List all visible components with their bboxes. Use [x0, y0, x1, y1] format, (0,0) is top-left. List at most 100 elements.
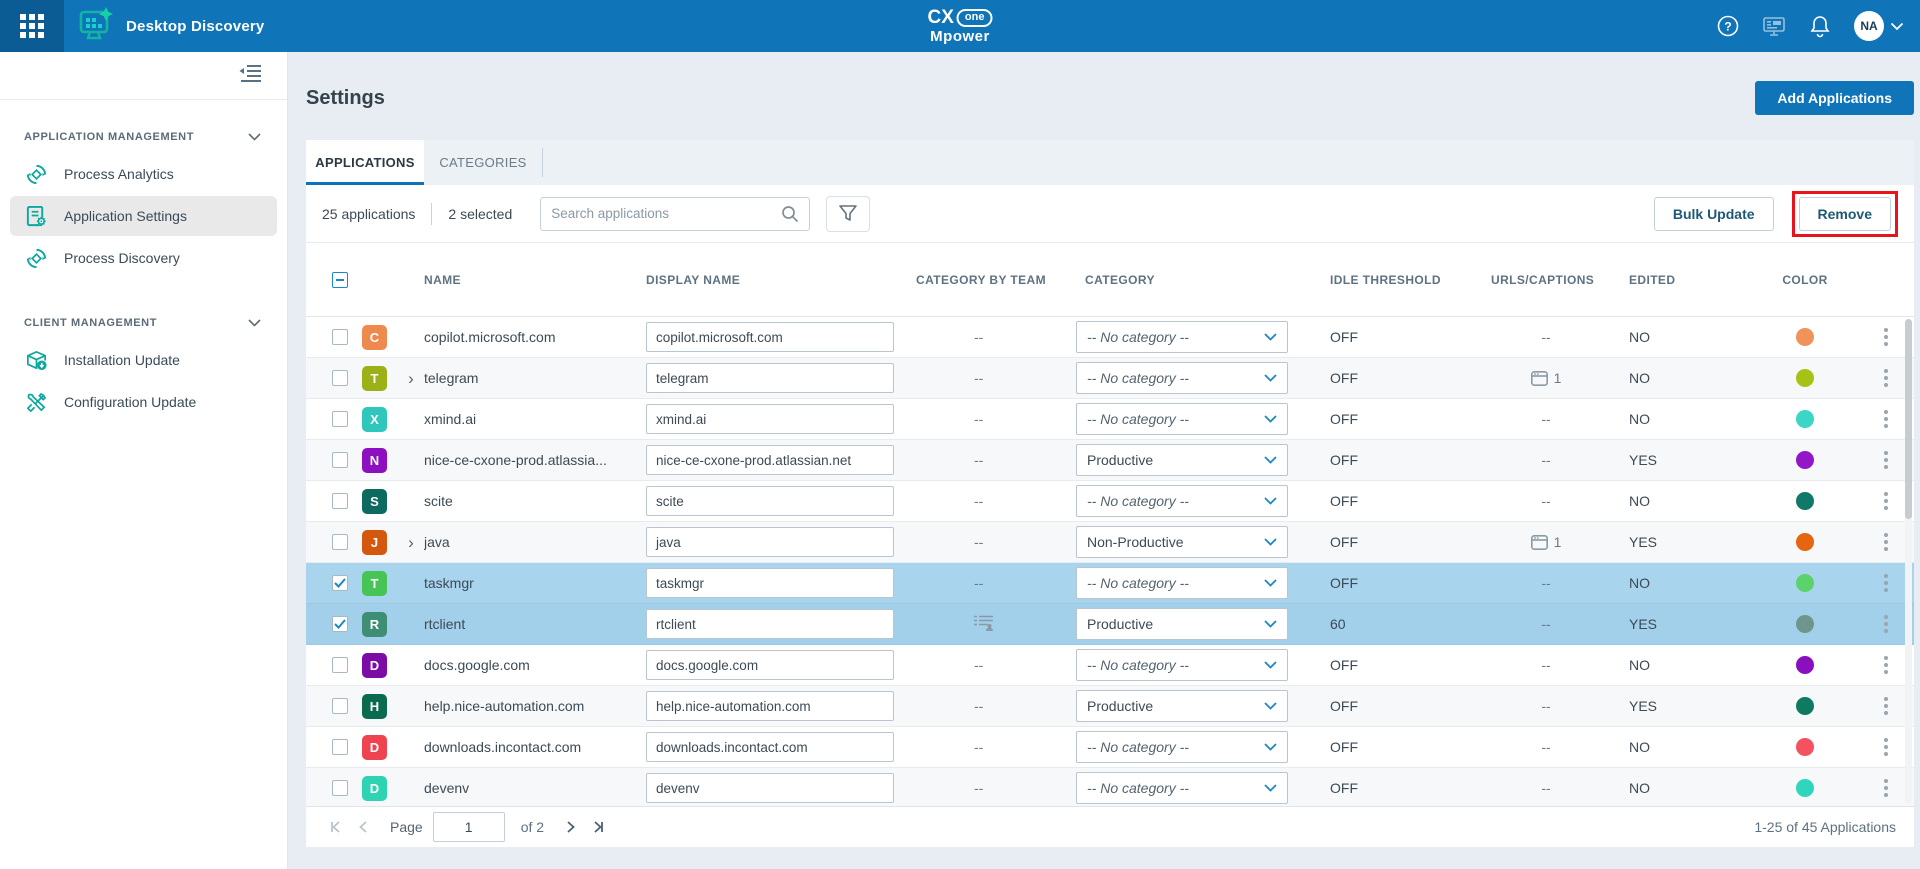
- row-checkbox[interactable]: [332, 493, 348, 509]
- column-header-display-name[interactable]: DISPLAY NAME: [646, 272, 741, 287]
- row-checkbox[interactable]: [332, 452, 348, 468]
- category-dropdown[interactable]: -- No category --: [1076, 649, 1288, 681]
- category-dropdown[interactable]: -- No category --: [1076, 772, 1288, 804]
- remove-button[interactable]: Remove: [1798, 196, 1891, 231]
- section-client-management[interactable]: CLIENT MANAGEMENT: [0, 308, 287, 338]
- row-menu-icon[interactable]: [1884, 451, 1914, 469]
- row-menu-icon[interactable]: [1884, 328, 1914, 346]
- search-box[interactable]: [540, 196, 811, 231]
- color-dot[interactable]: [1796, 574, 1814, 592]
- row-menu-icon[interactable]: [1884, 492, 1914, 510]
- category-dropdown[interactable]: -- No category --: [1076, 321, 1288, 353]
- row-menu-icon[interactable]: [1884, 779, 1914, 797]
- row-checkbox[interactable]: [332, 411, 348, 427]
- column-header-category-by-team[interactable]: CATEGORY BY TEAM: [916, 272, 1046, 287]
- page-number-input[interactable]: 1: [432, 812, 505, 842]
- color-dot[interactable]: [1796, 328, 1814, 346]
- row-checkbox[interactable]: [332, 780, 348, 796]
- column-header-name[interactable]: NAME: [424, 272, 461, 287]
- tab-applications[interactable]: APPLICATIONS: [306, 140, 424, 185]
- first-page-icon[interactable]: [324, 814, 350, 840]
- category-dropdown[interactable]: -- No category --: [1076, 731, 1288, 763]
- table-row[interactable]: J › java java -- Non-Productive OFF 1 YES: [306, 522, 1914, 563]
- expand-row-icon[interactable]: ›: [408, 532, 414, 552]
- row-menu-icon[interactable]: [1884, 697, 1914, 715]
- display-name-input[interactable]: copilot.microsoft.com: [646, 322, 894, 352]
- bulk-update-button[interactable]: Bulk Update: [1653, 196, 1774, 231]
- sidebar-item-application-settings[interactable]: Application Settings: [10, 196, 277, 236]
- help-icon[interactable]: ?: [1716, 14, 1740, 38]
- avatar[interactable]: NA: [1854, 11, 1884, 41]
- notifications-icon[interactable]: [1808, 14, 1832, 38]
- row-checkbox[interactable]: [332, 616, 348, 632]
- collapse-sidebar-icon[interactable]: [239, 64, 261, 87]
- category-dropdown[interactable]: Productive: [1076, 690, 1288, 722]
- row-checkbox[interactable]: [332, 329, 348, 345]
- last-page-icon[interactable]: [584, 814, 610, 840]
- display-name-input[interactable]: devenv: [646, 773, 894, 803]
- color-dot[interactable]: [1796, 533, 1814, 551]
- row-menu-icon[interactable]: [1884, 410, 1914, 428]
- color-dot[interactable]: [1796, 615, 1814, 633]
- display-name-input[interactable]: downloads.incontact.com: [646, 732, 894, 762]
- row-menu-icon[interactable]: [1884, 574, 1914, 592]
- color-dot[interactable]: [1796, 451, 1814, 469]
- display-name-input[interactable]: rtclient: [646, 609, 894, 639]
- color-dot[interactable]: [1796, 410, 1814, 428]
- column-header-category[interactable]: CATEGORY: [1085, 272, 1155, 287]
- color-dot[interactable]: [1796, 779, 1814, 797]
- column-header-idle-threshold[interactable]: IDLE THRESHOLD: [1330, 272, 1441, 287]
- tab-categories[interactable]: CATEGORIES: [439, 155, 527, 170]
- row-menu-icon[interactable]: [1884, 533, 1914, 551]
- app-launcher-button[interactable]: [0, 0, 64, 52]
- row-checkbox[interactable]: [332, 698, 348, 714]
- next-page-icon[interactable]: [558, 814, 584, 840]
- category-dropdown[interactable]: Non-Productive: [1076, 526, 1288, 558]
- column-header-urls-captions[interactable]: URLS/CAPTIONS: [1491, 272, 1595, 287]
- row-menu-icon[interactable]: [1884, 656, 1914, 674]
- display-name-input[interactable]: docs.google.com: [646, 650, 894, 680]
- sidebar-item-process-discovery[interactable]: Process Discovery: [10, 238, 277, 278]
- row-menu-icon[interactable]: [1884, 615, 1914, 633]
- row-checkbox[interactable]: [332, 370, 348, 386]
- row-checkbox[interactable]: [332, 534, 348, 550]
- select-all-checkbox[interactable]: [332, 271, 348, 288]
- row-checkbox[interactable]: [332, 739, 348, 755]
- previous-page-icon[interactable]: [350, 814, 376, 840]
- sidebar-item-installation-update[interactable]: Installation Update: [10, 340, 277, 380]
- row-checkbox[interactable]: [332, 657, 348, 673]
- filter-button[interactable]: [826, 195, 871, 232]
- sidebar-item-process-analytics[interactable]: Process Analytics: [10, 154, 277, 194]
- category-dropdown[interactable]: Productive: [1076, 444, 1288, 476]
- presentation-icon[interactable]: [1762, 14, 1786, 38]
- row-menu-icon[interactable]: [1884, 369, 1914, 387]
- scrollbar-thumb[interactable]: [1905, 319, 1912, 519]
- row-checkbox[interactable]: [332, 575, 348, 591]
- column-header-color[interactable]: COLOR: [1782, 272, 1828, 287]
- vertical-scrollbar[interactable]: [1905, 319, 1912, 804]
- expand-row-icon[interactable]: ›: [408, 368, 414, 388]
- category-dropdown[interactable]: -- No category --: [1076, 485, 1288, 517]
- display-name-input[interactable]: taskmgr: [646, 568, 894, 598]
- color-dot[interactable]: [1796, 656, 1814, 674]
- category-dropdown[interactable]: -- No category --: [1076, 362, 1288, 394]
- color-dot[interactable]: [1796, 492, 1814, 510]
- row-menu-icon[interactable]: [1884, 738, 1914, 756]
- display-name-input[interactable]: scite: [646, 486, 894, 516]
- display-name-input[interactable]: help.nice-automation.com: [646, 691, 894, 721]
- color-dot[interactable]: [1796, 738, 1814, 756]
- display-name-input[interactable]: nice-ce-cxone-prod.atlassian.net: [646, 445, 894, 475]
- display-name-input[interactable]: xmind.ai: [646, 404, 894, 434]
- color-dot[interactable]: [1796, 369, 1814, 387]
- column-header-edited[interactable]: EDITED: [1629, 272, 1676, 287]
- user-menu[interactable]: NA: [1854, 11, 1904, 41]
- display-name-input[interactable]: telegram: [646, 363, 894, 393]
